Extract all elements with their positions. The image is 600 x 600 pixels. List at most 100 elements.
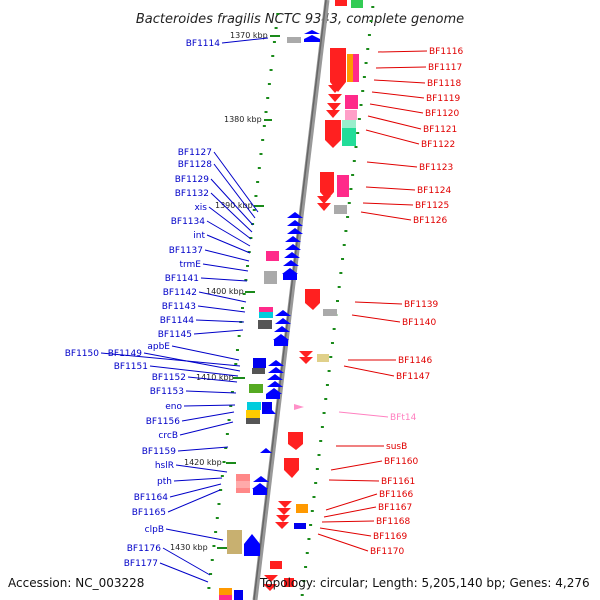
gene-label-left: hslR	[155, 461, 174, 471]
gene-label-right: BF1119	[426, 94, 461, 104]
gene-label-left: BF1142	[163, 288, 197, 298]
tick-dot	[261, 139, 265, 141]
tick-dot	[371, 6, 375, 8]
leader-line	[213, 163, 256, 219]
gene-label-right: BF1166	[379, 490, 414, 500]
leader-line	[100, 352, 241, 367]
tick-dot	[357, 118, 361, 120]
tick-dot	[259, 153, 263, 155]
gene-label-left: BF1152	[152, 373, 186, 383]
gene-label-right: BFt14	[390, 413, 417, 423]
scale-label: 1420 kbp	[184, 458, 222, 467]
tick-dot	[330, 342, 334, 344]
leader-line	[325, 493, 378, 511]
leader-line	[202, 263, 249, 272]
tick-dot	[366, 48, 370, 50]
gene-label-left: BF1153	[150, 387, 184, 397]
gene-label-left: trmE	[179, 260, 201, 270]
leader-line	[197, 305, 246, 313]
tick-dot	[352, 160, 356, 162]
tick-dot	[276, 13, 280, 15]
tick-dot	[254, 195, 258, 197]
leader-line	[338, 411, 389, 418]
leader-line	[206, 234, 251, 254]
tick-dot	[342, 244, 346, 246]
tick-dot	[207, 587, 211, 589]
leader-line	[330, 460, 383, 471]
left-gene-labels: BF1114 BF1127 BF1128 BF1129 BF1132 xis BF1134 i…	[65, 37, 269, 583]
leader-line	[210, 178, 254, 226]
map-title: Bacteroides fragilis NCTC 9343, complete…	[136, 12, 464, 27]
tick-dot	[305, 552, 309, 554]
gene-label-left: crcB	[158, 431, 178, 441]
leader-line	[165, 528, 224, 541]
tick-dot	[230, 391, 234, 393]
tick-dot	[302, 580, 306, 582]
tick-dot	[359, 104, 363, 106]
tick-dot	[329, 356, 333, 358]
tick-dot	[247, 251, 251, 253]
gene-label-left: pth	[157, 477, 172, 487]
gene-label-right: BF1118	[427, 79, 462, 89]
tick-dot	[237, 335, 241, 337]
gene-label-right: BF1139	[404, 300, 439, 310]
tick-dot	[325, 384, 329, 386]
leader-line	[167, 489, 221, 513]
tick-dot	[324, 398, 328, 400]
leader-line	[375, 66, 427, 69]
gene-label-left: BF1150	[65, 349, 100, 359]
gene-label-left: BF1149	[108, 349, 143, 359]
tick-dot	[235, 349, 239, 351]
gene-label-left: BF1114	[186, 39, 221, 49]
tick-dot	[212, 545, 216, 547]
leader-line	[187, 376, 238, 383]
tick-dot	[234, 363, 238, 365]
gene-label-right: BF1169	[373, 532, 408, 542]
leader-line	[177, 446, 229, 452]
scale-labels: 1370 kbp 1380 kbp 1390 kbp 1400 kbp 1410…	[170, 31, 280, 552]
tick-dot	[351, 174, 355, 176]
scale-label: 1370 kbp	[230, 31, 268, 40]
leader-line	[328, 479, 380, 482]
tick-dot	[336, 300, 339, 302]
gene-label-left: BF1159	[142, 447, 177, 457]
tick-dot	[232, 377, 236, 379]
tick-dot	[215, 517, 219, 519]
tick-dot	[249, 237, 253, 239]
tick-dot	[274, 27, 278, 29]
left-features	[219, 30, 320, 600]
tick-dot	[322, 412, 326, 414]
tick-dot	[364, 62, 368, 64]
tick-dot	[314, 482, 318, 484]
gene-label-right: BF1146	[398, 356, 433, 366]
leader-line	[162, 547, 211, 576]
gene-label-right: BF1117	[428, 63, 462, 73]
gene-label-right: BF1168	[376, 517, 411, 527]
tick-dot	[220, 475, 224, 477]
tick-dot	[354, 146, 358, 148]
tick-dot	[304, 566, 308, 568]
tick-dot	[309, 524, 313, 526]
gene-label-right: BF1147	[396, 372, 430, 382]
gene-label-right: BF1161	[381, 477, 415, 487]
tick-dot	[349, 188, 353, 190]
gene-label-left: BF1129	[175, 175, 210, 185]
gene-label-right: BF1124	[417, 186, 452, 196]
gene-label-left: BF1145	[158, 330, 192, 340]
tick-dot	[356, 132, 360, 134]
tick-dot	[257, 167, 261, 169]
leader-line	[193, 329, 244, 335]
gene-label-left: BF1134	[171, 217, 206, 227]
tick-dot	[267, 83, 271, 85]
tick-dot	[339, 272, 343, 274]
scale-label: 1400 kbp	[206, 287, 244, 296]
gene-label-left: clpB	[145, 525, 164, 535]
tick-dot	[227, 419, 231, 421]
leader-line	[360, 211, 412, 221]
tick-dot	[209, 573, 213, 575]
gene-label-left: BF1165	[132, 508, 166, 518]
leader-line	[210, 192, 253, 233]
tick-dot	[344, 230, 348, 232]
tick-dot	[341, 258, 345, 260]
leader-line	[369, 103, 424, 114]
